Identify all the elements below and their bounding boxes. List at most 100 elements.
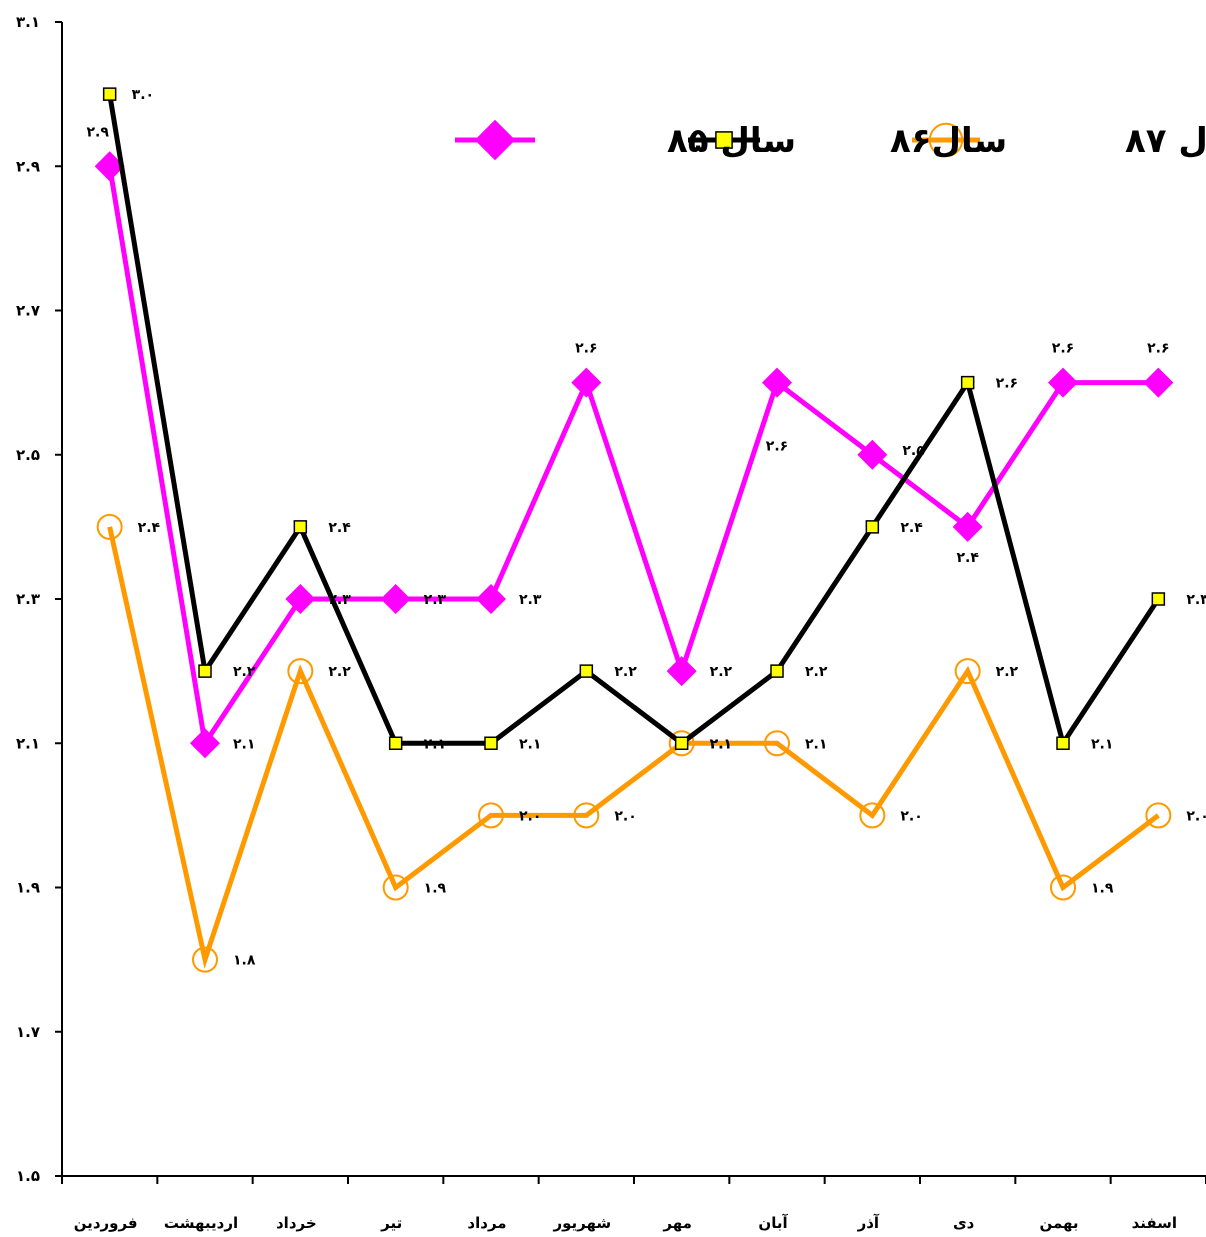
legend-label: سال ۸۷ [1125,121,1206,161]
series-0 [94,151,1174,759]
point-circle [1145,802,1172,829]
point-square [865,520,880,534]
series-line [107,526,1160,970]
series-layer [94,87,1174,973]
point-diamond [190,728,220,759]
point-square [579,664,594,678]
data-label: ۲.۳ [328,592,351,608]
point-square [198,664,212,678]
data-label: ۲.۲ [996,664,1019,680]
legend-label: سال۸۶ [890,121,1007,161]
point-circle [859,802,886,829]
data-label: ۲.۰ [1186,808,1206,824]
point-diamond [380,584,411,614]
y-tick-label: ۱.۷ [16,1023,40,1041]
point-diamond [762,367,792,398]
y-tick-label: ۲.۱ [16,734,40,752]
legend-item-2: سال ۸۷ [912,121,1206,161]
data-label: ۲.۴ [138,520,161,536]
data-labels: ۲.۹ ۲.۱ ۲.۳ ۲.۳ ۲.۳ ۲.۶ ۲.۲ ۲.۶ ۲.۵ ۲.۴ ۲.۶ ۲.۶ ۳.۰ ۲… [86,87,1206,969]
data-label: ۲.۱ [233,736,255,752]
series-1 [102,87,1166,750]
series-line [107,165,1159,750]
point-circle [928,122,964,158]
data-label: ۲.۳ [424,592,447,608]
point-square [1056,736,1070,750]
x-tick-label: آبان [758,1214,788,1232]
x-tick-label: تیر [380,1214,402,1232]
point-diamond [952,511,983,542]
series-line [107,93,1161,750]
point-circle [573,802,600,829]
point-square [388,736,403,750]
point-diamond [571,367,602,398]
point-square [960,375,975,390]
data-label: ۲.۶ [766,439,788,455]
x-tick-label: آذر [857,1214,880,1232]
x-tick-label: اردیبهشت [164,1214,238,1232]
x-tick-label: شهریور [553,1214,612,1232]
point-square [715,131,733,149]
y-tick-label: ۲.۷ [16,302,40,320]
y-tick-label: ۱.۹ [16,879,40,897]
data-label: ۲.۱ [519,736,541,752]
data-label: ۲.۶ [1052,341,1074,357]
point-circle [954,658,981,685]
data-label: ۲.۴ [328,520,351,536]
y-tick-label: ۳.۱ [16,13,40,31]
point-circle [764,730,790,757]
point-square [484,736,498,750]
data-label: ۲.۲ [614,664,637,680]
point-diamond [476,584,506,614]
data-label: ۲.۰ [614,808,636,824]
y-axis-ticks: ۱.۵ ۱.۷ ۱.۹ ۲.۱ ۲.۳ ۲.۵ ۲.۷ ۲.۹ ۳.۱ [16,13,62,1185]
legend-item-1: سال۸۶ [688,121,1007,161]
point-circle [382,874,409,901]
point-diamond [1143,367,1174,398]
point-diamond [474,119,516,161]
data-label: ۲.۳ [1186,592,1206,608]
data-label: ۲.۹ [86,124,109,140]
data-label: ۲.۴ [956,550,979,566]
point-circle [192,946,218,973]
data-label: ۳.۰ [132,87,154,103]
y-tick-label: ۲.۹ [16,157,40,175]
legend-item-0: سال ۸۵ [455,119,796,161]
data-label: ۲.۰ [900,808,922,824]
point-diamond [285,584,316,614]
point-diamond [94,151,125,182]
axes [61,22,1206,1177]
point-square [770,664,784,678]
x-tick-label: دی [953,1214,975,1232]
data-label: ۲.۵ [902,443,925,459]
x-tick-label: بهمن [1039,1214,1078,1232]
data-label: ۲.۲ [233,664,256,680]
data-label: ۲.۲ [710,664,733,680]
data-label: ۲.۶ [1147,341,1169,357]
x-axis-ticks: فروردین اردیبهشت خرداد تیر مرداد شهریور مهر آبا… [61,1176,1206,1232]
point-square [293,520,308,534]
point-circle [1050,874,1076,901]
point-diamond [1048,367,1078,398]
y-tick-label: ۲.۵ [16,446,40,464]
point-square [1151,592,1166,606]
point-circle [478,802,504,829]
x-tick-label: فروردین [74,1214,138,1232]
data-label: ۲.۱ [805,736,827,752]
point-diamond [857,439,888,470]
data-label: ۲.۱ [1091,736,1113,752]
point-circle [96,513,123,540]
data-label: ۲.۱ [424,736,446,752]
data-label: ۲.۰ [519,808,541,824]
data-label: ۲.۳ [519,592,542,608]
x-tick-label: مهر [662,1214,692,1232]
point-circle [287,658,314,685]
point-circle [668,730,695,757]
data-label: ۲.۶ [575,341,597,357]
point-square [674,736,689,750]
x-tick-label: خرداد [276,1214,317,1232]
data-label: ۱.۸ [233,953,256,969]
data-label: ۲.۱ [710,736,732,752]
data-label: ۲.۴ [900,520,923,536]
